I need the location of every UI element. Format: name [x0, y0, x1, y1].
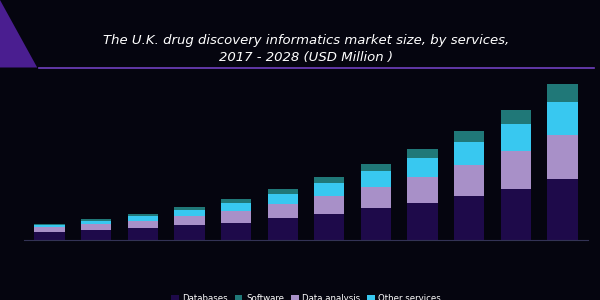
Bar: [34, 232, 65, 240]
Bar: [81, 224, 112, 230]
Bar: [547, 179, 578, 240]
Bar: [34, 225, 65, 227]
Bar: [128, 221, 158, 228]
Bar: [221, 203, 251, 211]
Bar: [81, 230, 112, 240]
Bar: [454, 131, 484, 142]
Bar: [128, 216, 158, 221]
Bar: [314, 177, 344, 183]
Bar: [454, 142, 484, 165]
Bar: [81, 221, 112, 224]
Bar: [175, 210, 205, 216]
Bar: [128, 228, 158, 240]
Bar: [361, 208, 391, 240]
Legend: Databases, Software, Data analysis, Other services: Databases, Software, Data analysis, Othe…: [167, 290, 445, 300]
Bar: [361, 164, 391, 172]
Bar: [268, 194, 298, 204]
Bar: [175, 226, 205, 240]
Bar: [314, 214, 344, 240]
Bar: [500, 110, 531, 124]
Bar: [454, 165, 484, 196]
Bar: [314, 183, 344, 196]
Bar: [81, 219, 112, 221]
Title: The U.K. drug discovery informatics market size, by services,
2017 - 2028 (USD M: The U.K. drug discovery informatics mark…: [103, 34, 509, 64]
Bar: [128, 214, 158, 216]
Bar: [34, 224, 65, 225]
Bar: [500, 189, 531, 240]
Bar: [407, 177, 437, 203]
Bar: [221, 211, 251, 223]
Bar: [407, 149, 437, 158]
Bar: [547, 134, 578, 179]
Bar: [268, 189, 298, 194]
Bar: [268, 218, 298, 240]
Bar: [175, 207, 205, 210]
Bar: [175, 216, 205, 226]
Bar: [547, 102, 578, 134]
Bar: [454, 196, 484, 240]
Bar: [221, 199, 251, 203]
Bar: [500, 124, 531, 151]
Bar: [500, 151, 531, 189]
Bar: [314, 196, 344, 214]
Bar: [34, 227, 65, 232]
Bar: [407, 203, 437, 240]
Bar: [547, 84, 578, 102]
Bar: [361, 172, 391, 187]
Bar: [361, 187, 391, 208]
Bar: [268, 204, 298, 218]
Bar: [407, 158, 437, 177]
Bar: [221, 223, 251, 240]
